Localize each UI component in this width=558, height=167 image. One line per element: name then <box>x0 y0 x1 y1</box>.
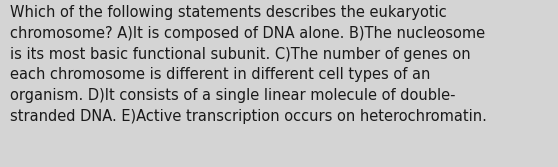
Text: Which of the following statements describes the eukaryotic
chromosome? A)It is c: Which of the following statements descri… <box>10 5 487 124</box>
